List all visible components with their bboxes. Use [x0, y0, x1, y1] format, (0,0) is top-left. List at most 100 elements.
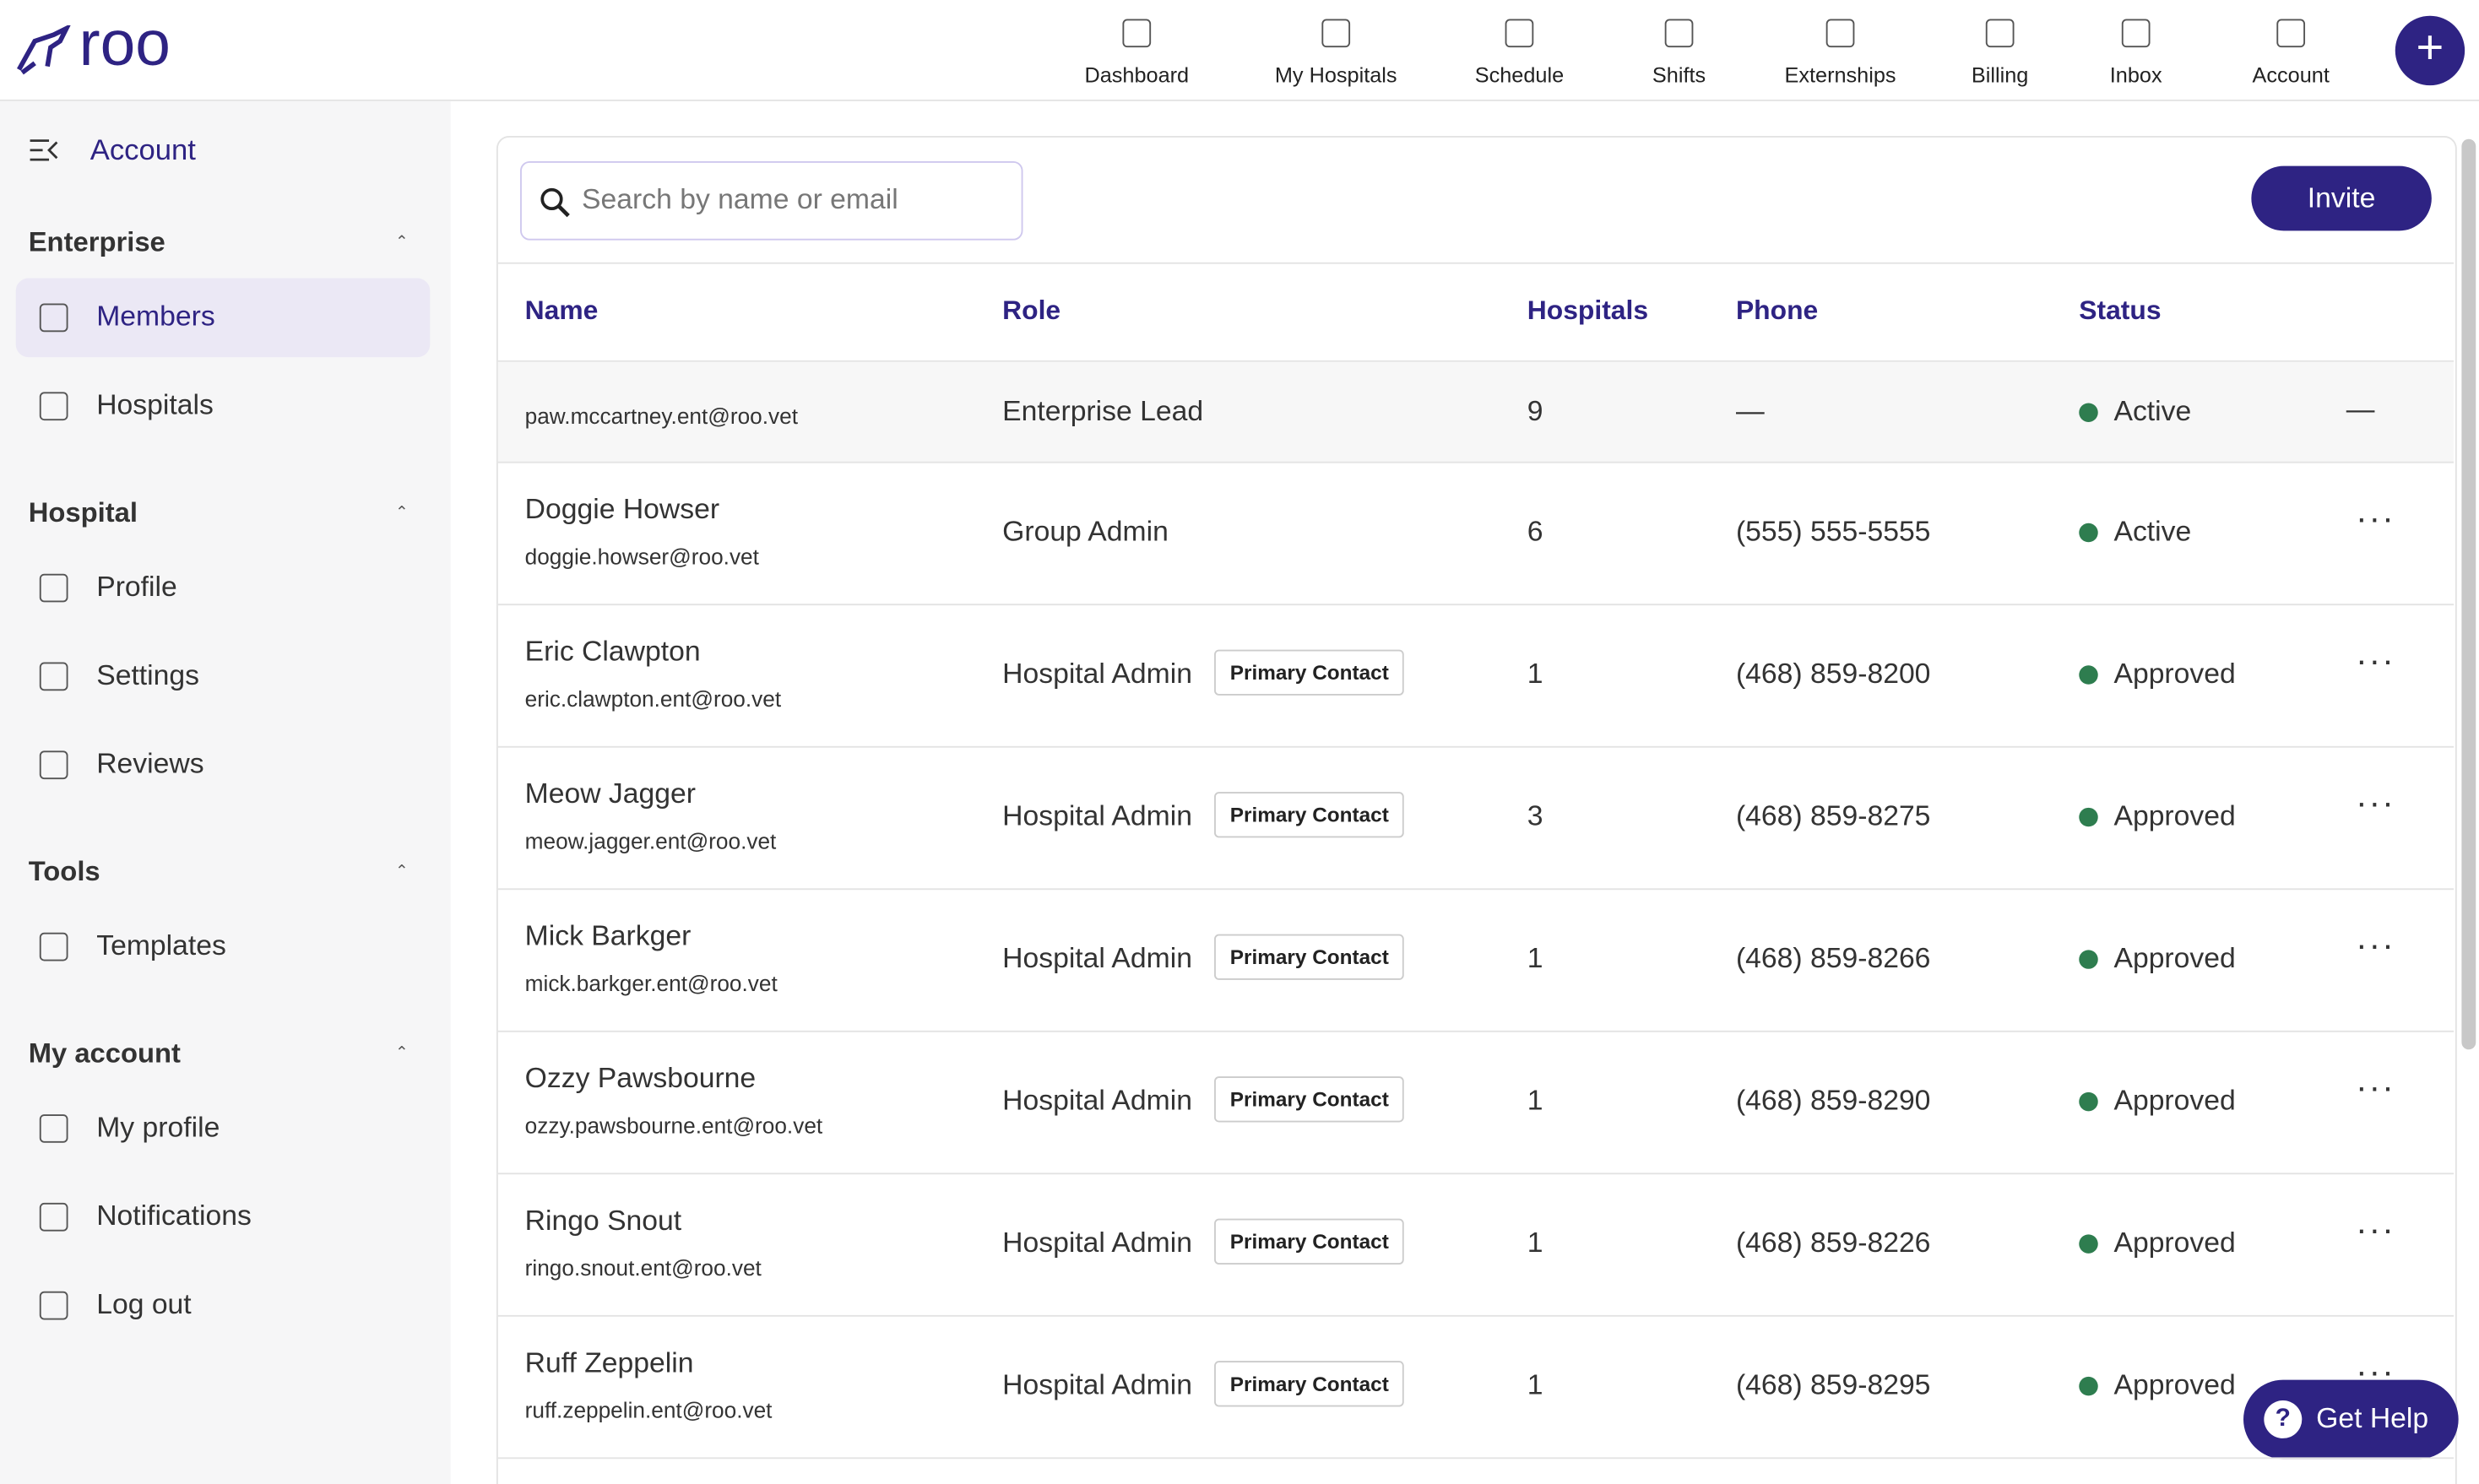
- role: Group Admin: [1002, 515, 1169, 547]
- chevron: ⌃: [395, 504, 409, 522]
- phone: (468) 859-8226: [1735, 1227, 1931, 1259]
- section-title[interactable]: Enterprise: [28, 225, 165, 258]
- phone: (468) 859-8295: [1735, 1368, 1931, 1400]
- invite-button[interactable]: Invite: [2251, 165, 2432, 231]
- row-action[interactable]: —: [2346, 393, 2375, 425]
- member-name[interactable]: Eric Clawpton: [524, 635, 701, 668]
- section-title[interactable]: Tools: [28, 854, 100, 887]
- menu-icon: [39, 932, 68, 961]
- divider: [497, 1457, 2455, 1460]
- status-dot: [2079, 523, 2098, 543]
- nav-label[interactable]: Inbox: [2109, 62, 2162, 87]
- role: Hospital Admin: [1002, 1368, 1192, 1400]
- nav-label[interactable]: Dashboard: [1084, 62, 1190, 87]
- menu-icon: [39, 1202, 68, 1232]
- top-bar: [0, 0, 2479, 101]
- chevron: ⌃: [395, 234, 409, 252]
- nav-icon: [2121, 19, 2151, 48]
- divider: [497, 1314, 2455, 1317]
- divider: [497, 1030, 2455, 1032]
- column-header[interactable]: Hospitals: [1527, 295, 1649, 326]
- active-item-bg: [15, 278, 431, 358]
- nav-label[interactable]: Shifts: [1652, 62, 1706, 87]
- menu-icon: [39, 392, 68, 421]
- phone: (468) 859-8290: [1735, 1084, 1931, 1116]
- logo-icon: [17, 24, 71, 75]
- menu-item[interactable]: Members: [96, 300, 215, 333]
- member-name[interactable]: Doggie Howser: [524, 493, 720, 525]
- member-name[interactable]: Mick Barkger: [524, 919, 692, 952]
- role: Hospital Admin: [1002, 1084, 1192, 1116]
- hospitals: 1: [1527, 657, 1543, 690]
- status: Approved: [2113, 1084, 2236, 1116]
- row-menu[interactable]: ···: [2355, 782, 2395, 822]
- hospitals: 1: [1527, 1084, 1543, 1116]
- menu-item[interactable]: Reviews: [96, 747, 204, 780]
- menu-item[interactable]: Notifications: [96, 1200, 252, 1232]
- member-email: meow.jagger.ent@roo.vet: [524, 828, 777, 854]
- section-title[interactable]: Hospital: [28, 496, 138, 528]
- divider: [497, 461, 2455, 463]
- nav-icon: [1825, 19, 1855, 48]
- menu-icon: [39, 1114, 68, 1143]
- scrollbar[interactable]: [2461, 138, 2476, 1050]
- search-box[interactable]: [520, 160, 1023, 241]
- menu-item[interactable]: Templates: [96, 929, 226, 961]
- menu-item[interactable]: My profile: [96, 1111, 220, 1143]
- add-button[interactable]: +: [2395, 15, 2465, 86]
- nav-label[interactable]: My Hospitals: [1274, 62, 1397, 87]
- phone: (555) 555-5555: [1735, 515, 1931, 547]
- column-header[interactable]: Name: [524, 295, 599, 326]
- member-name[interactable]: Ozzy Pawsbourne: [524, 1062, 757, 1094]
- status: Active: [2113, 515, 2192, 547]
- menu-item[interactable]: Log out: [96, 1288, 192, 1320]
- nav-label[interactable]: Billing: [1971, 62, 2029, 87]
- column-header[interactable]: Role: [1002, 295, 1061, 326]
- menu-icon: [39, 1291, 68, 1320]
- member-name[interactable]: Ringo Snout: [524, 1204, 682, 1237]
- role: Hospital Admin: [1002, 657, 1192, 690]
- column-header[interactable]: Status: [2079, 295, 2162, 326]
- member-email: ruff.zeppelin.ent@roo.vet: [524, 1397, 773, 1423]
- help-label: Get Help: [2316, 1401, 2429, 1434]
- row-menu[interactable]: ···: [2355, 924, 2395, 965]
- member-email: mick.barkger.ent@roo.vet: [524, 970, 778, 996]
- divider: [497, 360, 2455, 362]
- row-menu[interactable]: ···: [2355, 497, 2395, 538]
- nav-label[interactable]: Account: [2252, 62, 2330, 87]
- section-title[interactable]: My account: [28, 1037, 181, 1069]
- menu-icon[interactable]: [29, 138, 60, 163]
- chevron: ⌃: [395, 863, 409, 880]
- menu-item[interactable]: Settings: [96, 658, 200, 691]
- column-header[interactable]: Phone: [1735, 295, 1819, 326]
- status-dot: [2079, 807, 2098, 827]
- badge: Primary Contact: [1214, 934, 1405, 980]
- logo[interactable]: roo: [79, 9, 171, 79]
- badge: Primary Contact: [1214, 1218, 1405, 1265]
- divider: [497, 262, 2455, 264]
- divider: [497, 1173, 2455, 1175]
- row-menu[interactable]: ···: [2355, 1351, 2395, 1391]
- menu-item[interactable]: Profile: [96, 570, 177, 603]
- badge: Primary Contact: [1214, 1361, 1405, 1407]
- badge: Primary Contact: [1214, 649, 1405, 696]
- badge: Primary Contact: [1214, 792, 1405, 838]
- row-menu[interactable]: ···: [2355, 1066, 2395, 1107]
- menu-item[interactable]: Hospitals: [96, 388, 214, 421]
- row-menu[interactable]: ···: [2355, 640, 2395, 680]
- status: Approved: [2113, 657, 2236, 690]
- nav-label[interactable]: Schedule: [1474, 62, 1565, 87]
- chevron: ⌃: [395, 1044, 409, 1063]
- member-name[interactable]: Ruff Zeppelin: [524, 1346, 694, 1378]
- nav-icon: [1321, 19, 1351, 48]
- phone: —: [1735, 394, 1765, 426]
- status-dot: [2079, 950, 2098, 969]
- divider: [497, 888, 2455, 891]
- row-menu[interactable]: ···: [2355, 1209, 2395, 1249]
- search-placeholder: Search by name or email: [582, 183, 898, 215]
- member-email: doggie.howser@roo.vet: [524, 544, 759, 570]
- member-name[interactable]: Meow Jagger: [524, 777, 696, 810]
- nav-icon: [2276, 19, 2306, 48]
- nav-label[interactable]: Externships: [1784, 62, 1896, 87]
